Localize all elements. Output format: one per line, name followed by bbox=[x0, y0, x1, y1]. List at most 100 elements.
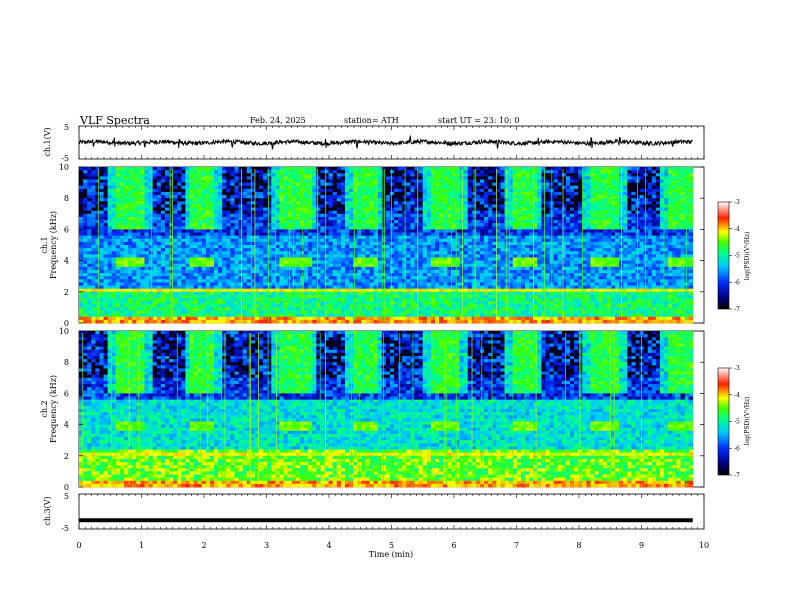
spectrogram-cell bbox=[132, 185, 137, 190]
spectrogram-cell bbox=[344, 310, 350, 315]
spectrogram-cell bbox=[344, 191, 350, 196]
spectrogram-cell bbox=[214, 170, 219, 174]
spectrogram-cell bbox=[185, 245, 190, 249]
spectrogram-cell bbox=[226, 176, 231, 180]
spectrogram-cell bbox=[254, 254, 260, 258]
spectrogram-cell bbox=[119, 195, 125, 199]
spectrogram-cell bbox=[254, 238, 260, 243]
spectrogram-cell bbox=[304, 266, 309, 271]
spectrogram-cell bbox=[447, 195, 452, 199]
spectrogram-cell bbox=[164, 251, 170, 255]
spectrogram-cell bbox=[369, 282, 374, 286]
spectrogram-cell bbox=[99, 245, 104, 249]
spectrogram-cell bbox=[124, 279, 129, 283]
spectrogram-cell bbox=[455, 301, 460, 305]
spectrogram-cell bbox=[385, 248, 391, 252]
spectrogram-cell bbox=[111, 257, 117, 261]
spectrogram-cell bbox=[312, 173, 317, 177]
spectrogram-cell bbox=[79, 276, 84, 280]
spectrogram-cell bbox=[136, 210, 141, 215]
spectrogram-cell bbox=[295, 298, 301, 302]
spectrogram-cell bbox=[218, 182, 223, 187]
spectrogram-cell bbox=[418, 198, 424, 202]
spectrogram-cell bbox=[254, 276, 260, 280]
spectrogram-cell bbox=[140, 307, 145, 311]
spectrogram-cell bbox=[430, 304, 436, 308]
spectrogram-cell bbox=[222, 288, 227, 293]
spectrogram-cell bbox=[107, 319, 113, 324]
spectrogram-cell bbox=[91, 223, 96, 227]
spectrogram-cell bbox=[222, 182, 227, 187]
spectrogram-cell bbox=[271, 195, 276, 199]
spectrogram-cell bbox=[459, 201, 465, 205]
spectrogram-cell bbox=[484, 273, 489, 277]
spectrogram-cell bbox=[79, 173, 84, 177]
spectrogram-cell bbox=[95, 319, 100, 324]
spectrogram-cell bbox=[238, 226, 244, 230]
spectrogram-cell bbox=[385, 170, 391, 174]
spectrogram-cell bbox=[279, 273, 284, 277]
spectrogram-cell bbox=[271, 251, 276, 255]
spectrogram-cell bbox=[340, 316, 346, 321]
spectrogram-cell bbox=[389, 173, 395, 177]
spectrogram-cell bbox=[205, 238, 211, 243]
spectrogram-cell bbox=[430, 179, 436, 183]
spectrogram-cell bbox=[238, 232, 244, 237]
spectrogram-cell bbox=[115, 207, 121, 212]
spectrogram-cell bbox=[189, 195, 194, 199]
spectrogram-cell bbox=[332, 207, 338, 212]
spectrogram-cell bbox=[308, 282, 313, 286]
spectrogram-cell bbox=[422, 288, 428, 293]
spectrogram-cell bbox=[287, 260, 293, 265]
spectrogram-cell bbox=[148, 282, 154, 286]
spectrogram-cell bbox=[164, 279, 170, 283]
spectrogram-cell bbox=[263, 213, 268, 218]
spectrogram-cell bbox=[349, 248, 354, 252]
spectrogram-cell bbox=[353, 213, 358, 218]
spectrogram-cell bbox=[234, 285, 239, 290]
spectrogram-cell bbox=[226, 195, 231, 199]
spectrogram-cell bbox=[398, 188, 403, 193]
spectrogram-cell bbox=[87, 201, 92, 205]
spectrogram-cell bbox=[324, 294, 329, 299]
spectrogram-cell bbox=[418, 269, 424, 274]
spectrogram-cell bbox=[279, 195, 284, 199]
spectrogram-cell bbox=[230, 282, 235, 286]
spectrogram-cell bbox=[234, 316, 239, 321]
spectrogram-cell bbox=[275, 285, 280, 290]
spectrogram-cell bbox=[181, 294, 186, 299]
spectrogram-cell bbox=[275, 238, 280, 243]
spectrogram-cell bbox=[373, 288, 379, 293]
spectrogram-cell bbox=[214, 207, 219, 212]
spectrogram-cell bbox=[451, 313, 456, 318]
spectrogram-cell bbox=[320, 269, 325, 274]
spectrogram-cell bbox=[455, 201, 460, 205]
spectrogram-cell bbox=[160, 220, 166, 224]
spectrogram-cell bbox=[426, 235, 432, 240]
spectrogram-cell bbox=[377, 310, 383, 315]
spectrogram-cell bbox=[230, 254, 235, 258]
spectrogram-cell bbox=[111, 235, 117, 240]
spectrogram-cell bbox=[422, 182, 428, 187]
spectrogram-cell bbox=[242, 251, 248, 255]
spectrogram-cell bbox=[467, 248, 473, 252]
spectrogram-cell bbox=[250, 313, 256, 318]
spectrogram-cell bbox=[95, 288, 100, 293]
spectrogram-cell bbox=[475, 307, 481, 311]
spectrogram-cell bbox=[332, 216, 338, 221]
spectrogram-cell bbox=[214, 285, 219, 290]
spectrogram-cell bbox=[140, 273, 145, 277]
spectrogram-cell bbox=[205, 182, 211, 187]
spectrogram-cell bbox=[177, 266, 182, 271]
spectrogram-cell bbox=[394, 182, 399, 187]
spectrogram-cell bbox=[279, 310, 284, 315]
spectrogram-cell bbox=[95, 260, 100, 265]
spectrogram-cell bbox=[136, 176, 141, 180]
spectrogram-cell bbox=[254, 298, 260, 302]
spectrogram-cell bbox=[402, 294, 407, 299]
spectrogram-cell bbox=[124, 182, 129, 187]
spectrogram-cell bbox=[185, 298, 190, 302]
spectrogram-cell bbox=[324, 304, 329, 308]
spectrogram-cell bbox=[410, 282, 415, 286]
spectrogram-cell bbox=[160, 185, 166, 190]
